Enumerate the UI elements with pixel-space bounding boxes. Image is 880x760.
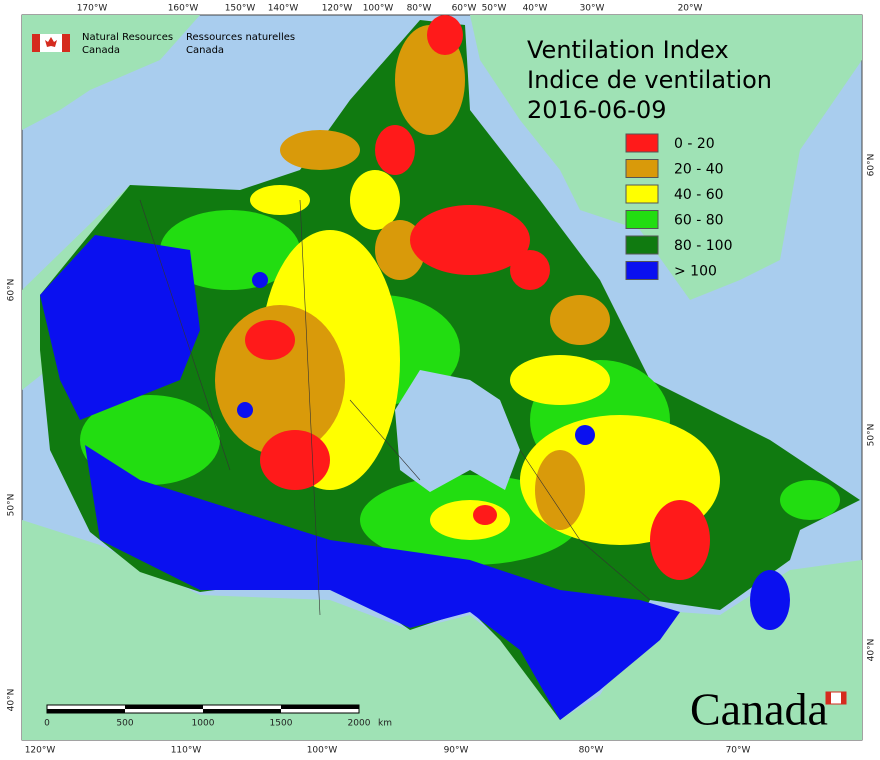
index-zone — [750, 570, 790, 630]
title: Ventilation Index — [527, 36, 729, 64]
latitude-label: 60°N — [867, 154, 877, 177]
agency-fr: Canada — [186, 45, 224, 56]
index-zone — [650, 500, 710, 580]
legend-swatch — [625, 184, 659, 204]
longitude-label: 160°W — [168, 4, 199, 14]
index-zone — [85, 445, 680, 720]
index-zone — [575, 425, 595, 445]
longitude-label: 80°W — [407, 4, 432, 14]
agency-en: Canada — [82, 45, 120, 56]
index-zone — [160, 210, 300, 290]
index-zone — [510, 250, 550, 290]
legend-label: 40 - 60 — [674, 187, 724, 203]
scale-label: 1500 — [270, 719, 293, 729]
longitude-label: 80°W — [579, 746, 604, 756]
legend-swatch — [625, 235, 659, 255]
flag-bar — [826, 692, 831, 704]
latitude-label: 40°N — [867, 639, 877, 662]
longitude-label: 150°W — [225, 4, 256, 14]
index-zone — [780, 480, 840, 520]
agency-fr: Ressources naturelles — [186, 32, 295, 43]
province-border — [139, 199, 651, 616]
agency-block: Natural Resources Canada Ressources natu… — [32, 32, 295, 56]
scale-segment — [203, 709, 281, 713]
legend-label: > 100 — [674, 264, 717, 280]
graticule-labels: 170°W 160°W 150°W 140°W 120°W 100°W 80°W 60°W 50… — [7, 4, 877, 756]
index-zone — [80, 395, 220, 485]
scale-segment — [281, 705, 359, 709]
flag-bar — [62, 34, 70, 52]
longitude-label: 30°W — [580, 4, 605, 14]
legend-swatch — [625, 133, 659, 153]
greenland — [470, 15, 862, 300]
legend-swatch — [625, 210, 659, 229]
scale-label: 500 — [116, 719, 133, 729]
longitude-label: 100°W — [307, 746, 338, 756]
agency-en: Natural Resources — [82, 32, 173, 43]
latitude-label: 50°N — [867, 424, 877, 447]
longitude-label: 170°W — [77, 4, 108, 14]
scale-unit: km — [378, 719, 392, 729]
usa — [22, 520, 862, 740]
longitude-label: 110°W — [171, 746, 202, 756]
longitude-label: 40°W — [523, 4, 548, 14]
index-zone — [427, 15, 463, 55]
index-zone — [40, 235, 200, 420]
longitude-label: 50°W — [482, 4, 507, 14]
legend: 0 - 20 20 - 40 40 - 60 60 - 80 80 - 100 > 100 — [625, 133, 733, 280]
scale-label: 1000 — [192, 719, 215, 729]
maple-leaf — [45, 37, 57, 47]
longitude-label: 100°W — [363, 4, 394, 14]
legend-label: 0 - 20 — [674, 136, 715, 152]
longitude-label: 120°W — [25, 746, 56, 756]
index-zone — [350, 170, 400, 230]
latitude-label: 60°N — [7, 279, 17, 302]
hudson-bay — [395, 370, 520, 492]
index-zone — [260, 430, 330, 490]
flag-bar — [32, 34, 40, 52]
legend-label: 60 - 80 — [674, 213, 724, 229]
longitude-label: 20°W — [678, 4, 703, 14]
latitude-label: 40°N — [7, 689, 17, 712]
scale-label: 0 — [44, 719, 50, 729]
title: Indice de ventilation — [527, 66, 772, 94]
index-zone — [245, 320, 295, 360]
legend-swatch — [625, 261, 659, 280]
legend-label: 80 - 100 — [674, 238, 733, 254]
index-zone — [250, 185, 310, 215]
legend-label: 20 - 40 — [674, 162, 724, 178]
canada — [40, 15, 860, 720]
index-zone — [430, 500, 510, 540]
index-zone — [510, 355, 610, 405]
date: 2016-06-09 — [527, 96, 666, 124]
index-zone — [535, 450, 585, 530]
scale-label: 2000 — [348, 719, 371, 729]
longitude-label: 70°W — [726, 746, 751, 756]
longitude-label: 120°W — [322, 4, 353, 14]
longitude-label: 60°W — [452, 4, 477, 14]
index-zone — [252, 272, 268, 288]
legend-swatch — [625, 159, 659, 178]
index-zone — [473, 505, 497, 525]
longitude-label: 140°W — [268, 4, 299, 14]
index-zone — [410, 205, 530, 275]
index-zone — [375, 125, 415, 175]
index-zone — [550, 295, 610, 345]
scale-segment — [125, 705, 203, 709]
wordmark: Canada — [690, 684, 828, 735]
latitude-label: 50°N — [7, 494, 17, 517]
index-zone — [237, 402, 253, 418]
scale-segment — [47, 709, 125, 713]
flag-bar — [841, 692, 846, 704]
longitude-label: 90°W — [444, 746, 469, 756]
scale-bar: 0 500 1000 1500 2000 km — [44, 704, 392, 729]
index-zone — [280, 130, 360, 170]
